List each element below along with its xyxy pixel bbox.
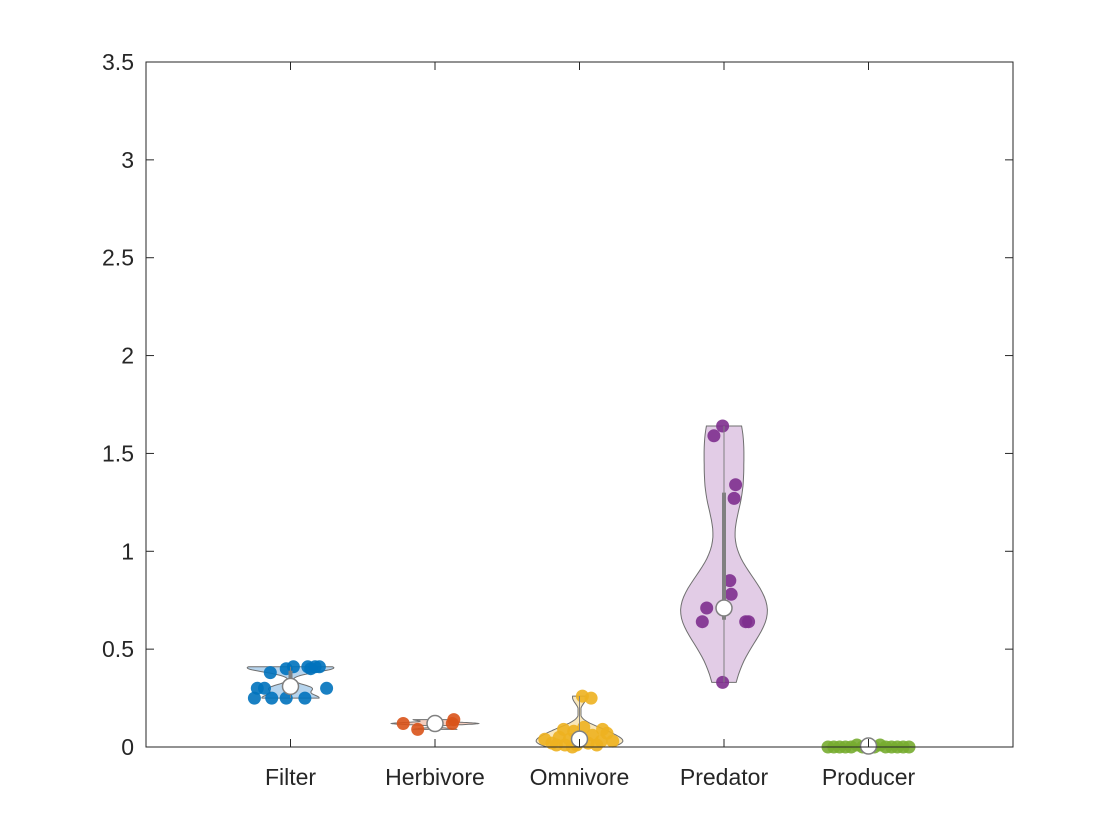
data-point-omnivore-18 [596, 722, 610, 736]
data-point-herbivore-1 [411, 722, 425, 736]
y-tick-label: 2.5 [102, 245, 134, 271]
y-tick-label: 3 [121, 147, 134, 173]
plot-background [146, 62, 1013, 747]
x-tick-label-predator: Predator [680, 764, 769, 790]
data-point-predator-1 [707, 429, 721, 443]
data-point-omnivore-13 [606, 734, 620, 748]
x-axis: Filter Herbivore Omnivore Predator Producer [265, 62, 916, 790]
median-marker-filter [281, 677, 300, 696]
data-point-filter-7 [263, 666, 277, 680]
x-tick-label-producer: Producer [822, 764, 916, 790]
data-point-filter-6 [320, 681, 334, 695]
y-tick-label: 2 [121, 343, 134, 369]
data-point-predator-2 [729, 478, 743, 492]
median-marker-herbivore [426, 714, 444, 733]
y-tick-label: 0.5 [102, 636, 134, 662]
y-tick-label: 1.5 [102, 440, 134, 466]
data-point-herbivore-0 [396, 717, 410, 730]
data-point-filter-3 [298, 691, 312, 705]
y-axis: 0 0.5 1 1.5 2 2.5 3 3.5 [102, 49, 1013, 760]
data-point-predator-6 [700, 601, 714, 615]
data-point-herbivore-3 [447, 713, 461, 727]
box-layer [281, 426, 878, 755]
data-point-predator-3 [727, 491, 741, 505]
x-tick-label-omnivore: Omnivore [530, 764, 630, 790]
data-point-predator-5 [724, 587, 738, 601]
data-point-predator-9 [742, 615, 756, 629]
data-point-omnivore-19 [549, 738, 563, 752]
data-point-filter-0 [247, 691, 261, 705]
data-point-omnivore-14 [557, 722, 571, 736]
x-tick-label-herbivore: Herbivore [385, 764, 485, 790]
data-point-predator-4 [723, 574, 737, 588]
y-tick-label: 3.5 [102, 49, 134, 75]
data-point-filter-5 [258, 681, 271, 695]
data-point-predator-0 [716, 419, 730, 433]
data-point-filter-1 [265, 691, 279, 705]
y-tick-label: 0 [121, 734, 134, 760]
data-point-predator-10 [716, 675, 730, 689]
data-point-filter-13 [304, 662, 318, 676]
x-tick-label-filter: Filter [265, 764, 316, 790]
data-point-omnivore-16 [584, 691, 598, 705]
data-point-predator-7 [695, 615, 709, 629]
median-marker-predator [715, 599, 733, 617]
y-tick-label: 1 [121, 538, 134, 564]
